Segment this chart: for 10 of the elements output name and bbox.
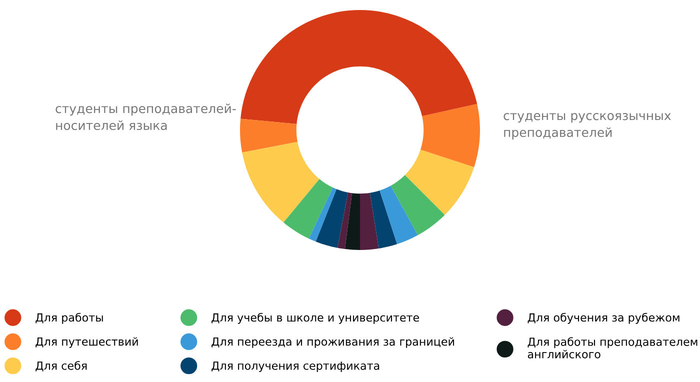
legend-label: Для получения сертификата bbox=[212, 362, 380, 372]
legend-label: Для работы преподавателем английского bbox=[528, 337, 698, 358]
legend-label: Для обучения за рубежом bbox=[528, 312, 680, 324]
legend-label: Для путешествий bbox=[36, 337, 138, 348]
legend-label: Для переезда и проживания за границей bbox=[212, 337, 454, 348]
text: студенты преподавателей- носителей языка bbox=[56, 104, 236, 130]
legend-label: Для себя bbox=[36, 361, 87, 372]
text: студенты русскоязычных преподавателей bbox=[504, 113, 671, 140]
legend-label: Для учебы в школе и университете bbox=[212, 312, 420, 324]
legend-label: Для работы bbox=[36, 312, 103, 324]
